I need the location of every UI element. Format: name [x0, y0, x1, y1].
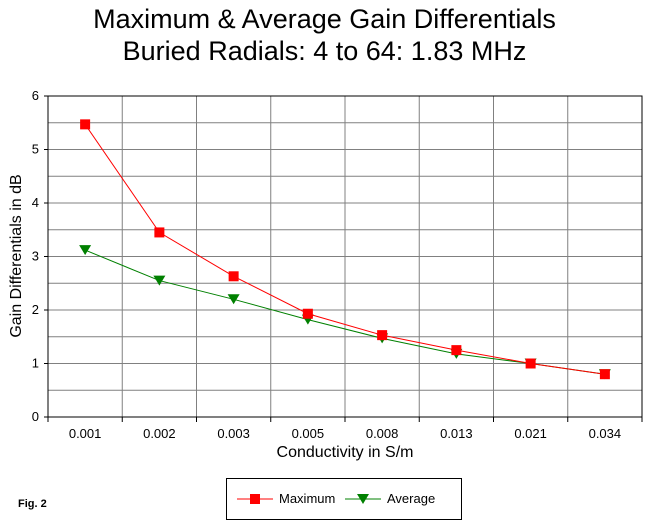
- legend-label-average: Average: [387, 491, 436, 506]
- x-tick-label: 0.013: [440, 426, 473, 441]
- point-maximum: [525, 358, 536, 369]
- point-average: [227, 294, 240, 305]
- point-maximum: [377, 330, 388, 341]
- point-maximum: [451, 345, 462, 356]
- y-tick-label: 5: [32, 142, 39, 157]
- point-maximum: [228, 271, 239, 282]
- point-maximum: [302, 308, 313, 319]
- figure-label: Fig. 2: [18, 498, 47, 510]
- y-tick-label: 2: [32, 302, 39, 317]
- series-line-maximum: [84, 124, 605, 375]
- x-tick-label: 0.002: [143, 426, 176, 441]
- x-tick-label: 0.008: [366, 426, 399, 441]
- y-tick-label: 4: [32, 195, 39, 210]
- chart-title-line2: Buried Radials: 4 to 64: 1.83 MHz: [122, 36, 527, 66]
- grid: [48, 96, 642, 417]
- point-maximum: [599, 369, 610, 380]
- point-average: [79, 245, 92, 256]
- y-tick-label: 3: [32, 249, 39, 264]
- x-tick-label: 0.005: [292, 426, 325, 441]
- legend-item-average: Average: [345, 491, 435, 506]
- x-tick-label: 0.034: [589, 426, 622, 441]
- x-tick-label: 0.021: [514, 426, 547, 441]
- legend: Maximum Average: [226, 478, 462, 520]
- legend-swatch-average: [345, 493, 381, 504]
- series: [79, 119, 611, 380]
- y-tick-label: 6: [32, 88, 39, 103]
- point-maximum: [154, 227, 165, 238]
- x-axis-ticks: 0.001 0.002 0.003 0.005 0.008 0.013 0.021 0.034: [47, 417, 643, 441]
- legend-item-maximum: Maximum: [237, 491, 335, 506]
- y-tick-label: 1: [32, 356, 39, 371]
- y-axis-label: Gain Differentials in dB: [8, 174, 25, 337]
- x-tick-label: 0.001: [69, 426, 102, 441]
- y-axis-ticks: 0 1 2 3 4 5 6: [32, 88, 48, 424]
- x-axis-label: Conductivity in S/m: [277, 444, 414, 461]
- y-tick-label: 0: [32, 409, 39, 424]
- legend-label-maximum: Maximum: [279, 491, 336, 506]
- chart-title-line1: Maximum & Average Gain Differentials: [93, 4, 556, 34]
- point-average: [153, 275, 166, 286]
- x-tick-label: 0.003: [217, 426, 250, 441]
- legend-swatch-maximum: [237, 493, 273, 504]
- series-line-average: [84, 249, 605, 375]
- point-maximum: [80, 119, 91, 130]
